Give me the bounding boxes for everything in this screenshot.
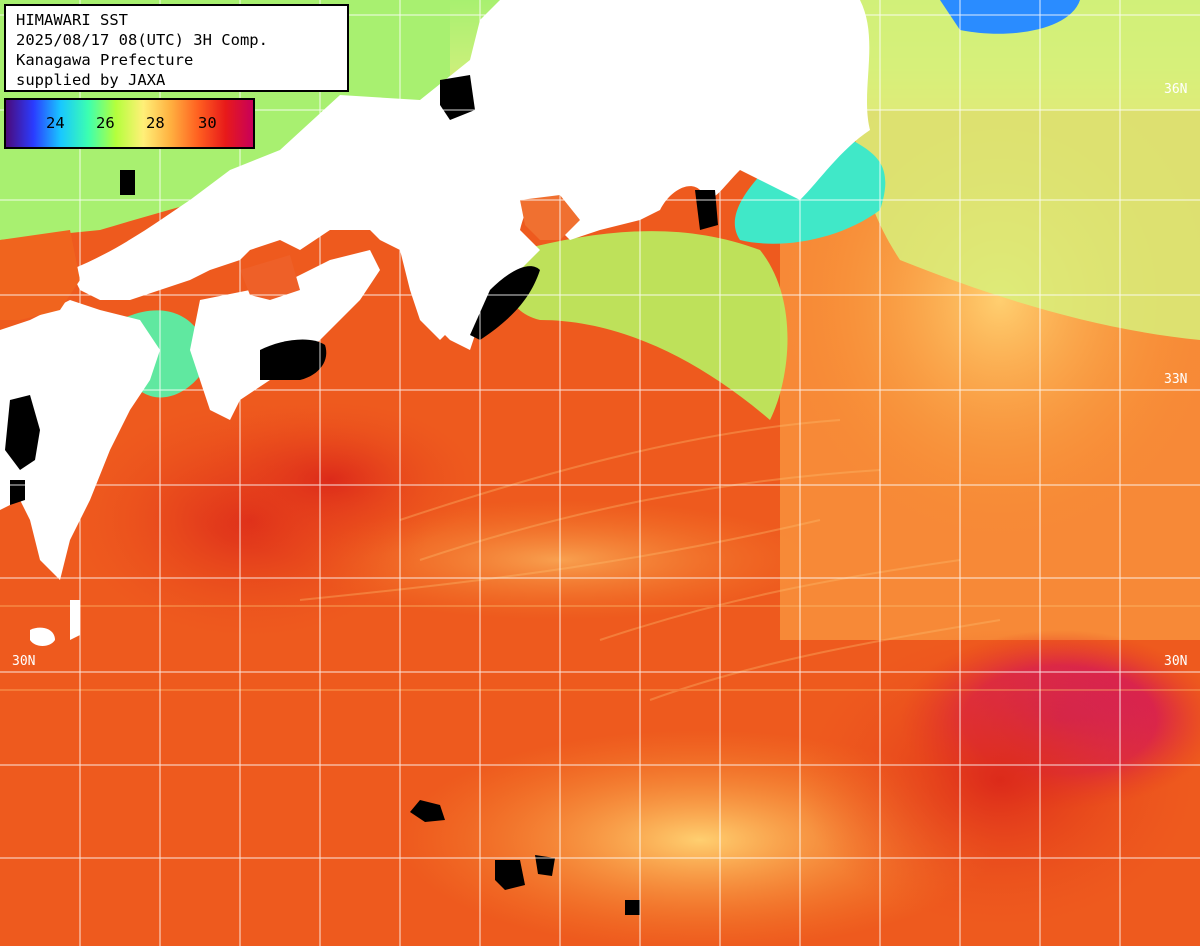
- land-islet-1: [30, 627, 55, 646]
- land-islet-2: [70, 600, 80, 640]
- lat-label-36n-right: 36N: [1164, 82, 1188, 97]
- title-credit: supplied by JAXA: [16, 71, 166, 89]
- lat-label-33n-right: 33N: [1164, 372, 1188, 387]
- land-shikoku: [190, 250, 380, 420]
- lat-label-30n-left: 30N: [12, 654, 36, 669]
- lat-label-30n-right: 30N: [1164, 654, 1188, 669]
- title-box: HIMAWARI SST 2025/08/17 08(UTC) 3H Comp.…: [4, 4, 349, 92]
- title-provider: Kanagawa Prefecture: [16, 51, 194, 69]
- colorscale-label-30: 30: [198, 114, 217, 132]
- sea-warm-west: [0, 230, 80, 320]
- land-kii: [400, 240, 470, 340]
- sea-cool-east: [852, 0, 1200, 340]
- sea-green-coast: [506, 231, 788, 420]
- title-product: HIMAWARI SST: [16, 11, 128, 29]
- sea-warm-bay: [520, 195, 580, 240]
- colorscale-bar: [6, 100, 253, 147]
- colorscale-legend: 24 26 28 30: [4, 98, 255, 149]
- land-islet-3: [40, 515, 65, 560]
- sea-cyan-top: [940, 0, 1080, 34]
- land-honshu: [70, 0, 870, 350]
- colorscale-label-26: 26: [96, 114, 115, 132]
- sea-red-east: [800, 630, 1200, 930]
- lat-label-33-left: 33: [12, 372, 28, 387]
- colorscale-label-24: 24: [46, 114, 65, 132]
- sea-red-center: [180, 400, 480, 560]
- colorscale-label-28: 28: [146, 114, 165, 132]
- title-datetime: 2025/08/17 08(UTC) 3H Comp.: [16, 31, 268, 49]
- sea-warm-strait: [240, 255, 300, 300]
- streaks: [0, 419, 1200, 701]
